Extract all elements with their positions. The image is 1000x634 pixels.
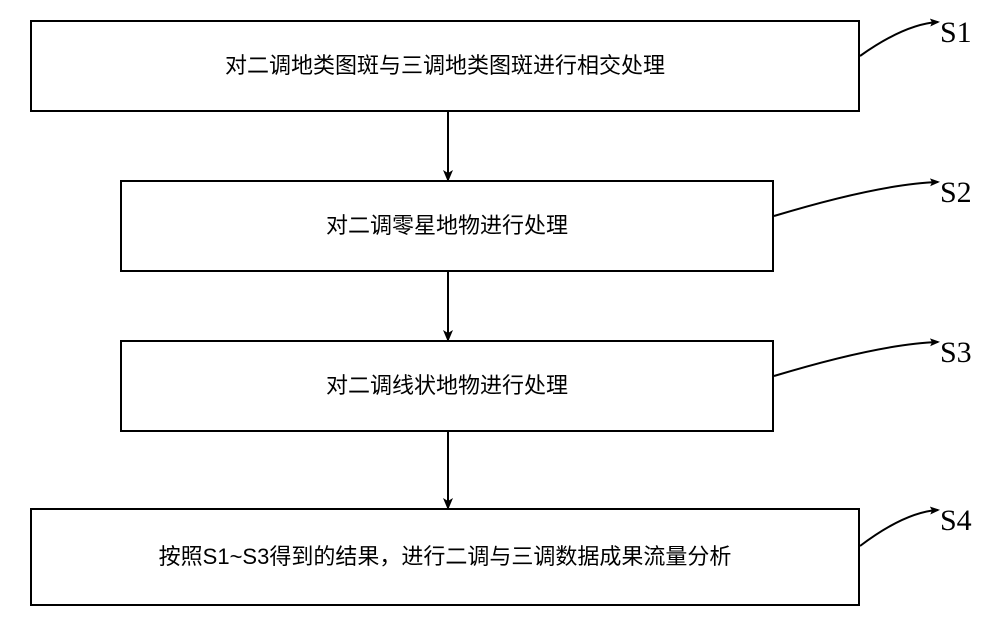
- step-label-s1: S1: [940, 16, 972, 50]
- step-label-s4: S4: [940, 504, 972, 538]
- flowchart-node-s1: 对二调地类图斑与三调地类图斑进行相交处理: [30, 20, 860, 112]
- step-label-s2: S2: [940, 176, 972, 210]
- flowchart-node-s4: 按照S1~S3得到的结果，进行二调与三调数据成果流量分析: [30, 508, 860, 606]
- callout-curve-s3: [774, 342, 938, 376]
- flowchart-node-s3: 对二调线状地物进行处理: [120, 340, 774, 432]
- node-text: 对二调地类图斑与三调地类图斑进行相交处理: [225, 53, 665, 79]
- node-text: 对二调零星地物进行处理: [326, 213, 568, 239]
- flowchart-node-s2: 对二调零星地物进行处理: [120, 180, 774, 272]
- step-label-s3: S3: [940, 336, 972, 370]
- node-text: 对二调线状地物进行处理: [326, 373, 568, 399]
- node-text: 按照S1~S3得到的结果，进行二调与三调数据成果流量分析: [159, 544, 732, 570]
- callout-curve-s2: [774, 182, 938, 216]
- flowchart-container: 对二调地类图斑与三调地类图斑进行相交处理 对二调零星地物进行处理 对二调线状地物…: [0, 0, 1000, 634]
- callout-curve-s1: [860, 22, 938, 56]
- callout-curve-s4: [860, 510, 938, 546]
